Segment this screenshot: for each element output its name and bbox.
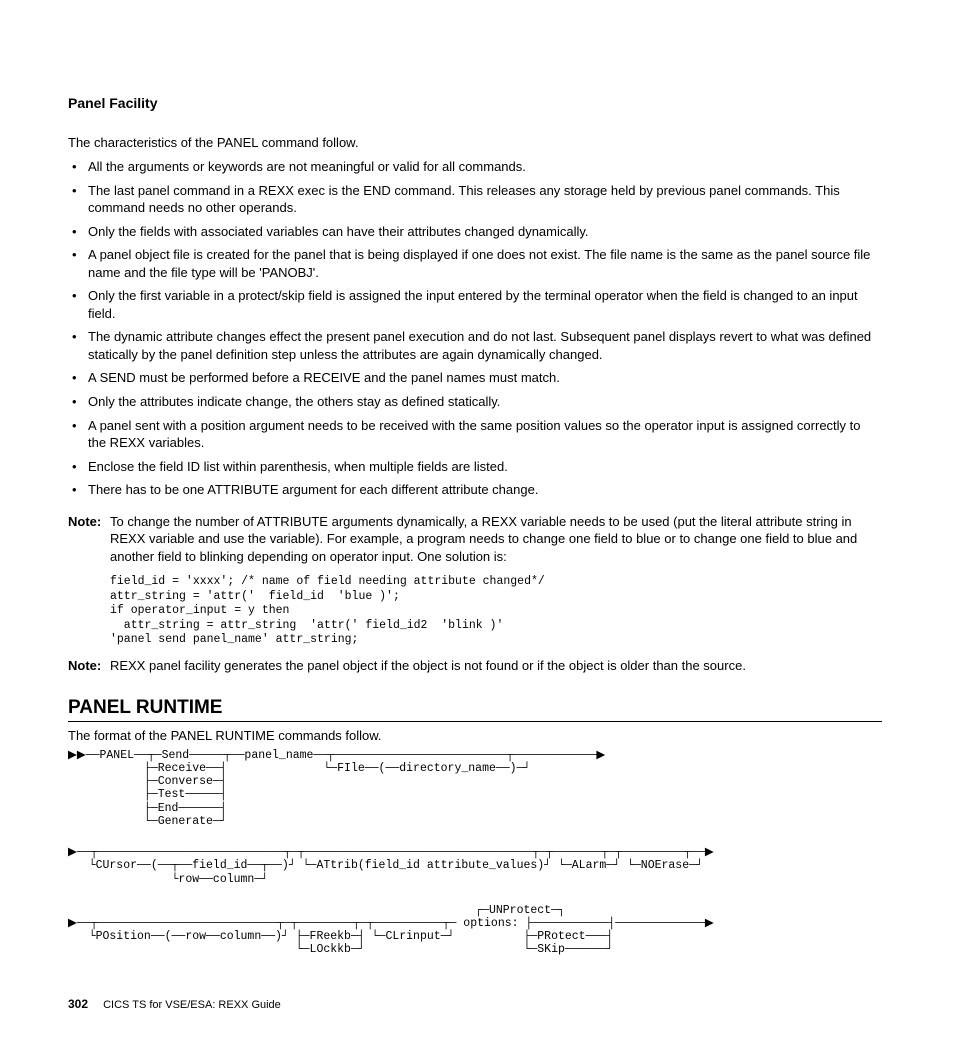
- page-footer: 302 CICS TS for VSE/ESA: REXX Guide: [68, 997, 882, 1011]
- syntax-intro: The format of the PANEL RUNTIME commands…: [68, 728, 882, 743]
- syntax-diagram-1: ▶▶──PANEL──┬─Send─────┬──panel_name──┬──…: [68, 749, 882, 828]
- page-title: Panel Facility: [68, 95, 882, 111]
- note-block: Note: To change the number of ATTRIBUTE …: [68, 513, 882, 566]
- syntax-diagram-3: ┌─UNProtect─┐ ▶──┬──────────────────────…: [68, 904, 882, 957]
- list-item: Only the first variable in a protect/ski…: [68, 287, 882, 322]
- characteristics-list: All the arguments or keywords are not me…: [68, 158, 882, 499]
- list-item: A panel sent with a position argument ne…: [68, 417, 882, 452]
- list-item: Only the fields with associated variable…: [68, 223, 882, 241]
- section-heading: PANEL RUNTIME: [68, 697, 882, 722]
- list-item: A panel object file is created for the p…: [68, 246, 882, 281]
- list-item: Only the attributes indicate change, the…: [68, 393, 882, 411]
- list-item: A SEND must be performed before a RECEIV…: [68, 369, 882, 387]
- note-label: Note:: [68, 513, 110, 566]
- note-label: Note:: [68, 657, 110, 675]
- document-page: Panel Facility The characteristics of th…: [0, 0, 954, 1051]
- list-item: The dynamic attribute changes effect the…: [68, 328, 882, 363]
- list-item: The last panel command in a REXX exec is…: [68, 182, 882, 217]
- note-body: REXX panel facility generates the panel …: [110, 657, 882, 675]
- list-item: Enclose the field ID list within parenth…: [68, 458, 882, 476]
- note-body: To change the number of ATTRIBUTE argume…: [110, 513, 882, 566]
- list-item: There has to be one ATTRIBUTE argument f…: [68, 481, 882, 499]
- list-item: All the arguments or keywords are not me…: [68, 158, 882, 176]
- code-example: field_id = 'xxxx'; /* name of field need…: [110, 575, 882, 647]
- intro-text: The characteristics of the PANEL command…: [68, 135, 882, 150]
- note-block: Note: REXX panel facility generates the …: [68, 657, 882, 675]
- page-number: 302: [68, 997, 88, 1011]
- book-title: CICS TS for VSE/ESA: REXX Guide: [103, 999, 281, 1011]
- syntax-diagram-2: ▶──┬───────────────────────────┬─┬──────…: [68, 846, 882, 886]
